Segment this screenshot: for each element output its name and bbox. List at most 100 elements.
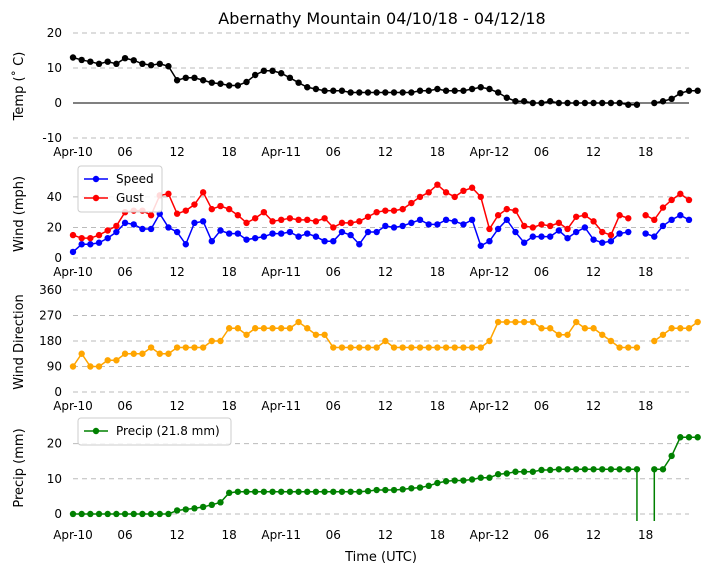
wind-y-tick-label: 0: [54, 251, 62, 265]
wind-gust-point: [191, 201, 198, 208]
temp-x-tick-label: Apr-11: [261, 145, 301, 159]
precip-precip-point: [390, 486, 398, 494]
wind-speed-point: [651, 233, 658, 240]
temp-temp-point: [286, 74, 294, 82]
wind-gust-point: [373, 208, 380, 216]
precip-precip-point: [460, 477, 467, 484]
precip-precip-point: [356, 488, 363, 495]
wind-x-tick-label: 12: [378, 265, 393, 279]
precip-precip-point: [208, 501, 216, 509]
precip-precip-point: [399, 486, 406, 493]
wind-speed-point: [538, 233, 545, 240]
precip-precip-point: [304, 488, 311, 495]
temp-temp-point: [156, 60, 163, 67]
x-axis-label: Time (UTC): [344, 550, 417, 565]
direction-direction-point: [538, 325, 545, 332]
wind-gust-point: [312, 218, 320, 225]
direction-panel: Wind Direction 0 90 180 270 360 Apr-10 06 12 18 A…: [12, 283, 701, 413]
wind-speed-point: [269, 230, 276, 237]
temp-temp-point: [260, 67, 268, 75]
wind-speed-point: [677, 212, 684, 219]
temp-temp-point: [512, 98, 519, 105]
wind-gust-point: [278, 216, 285, 224]
precip-precip-point: [434, 479, 441, 487]
wind-gust-point: [304, 216, 311, 224]
temp-temp-point: [434, 85, 441, 93]
wind-speed-point: [468, 216, 476, 224]
precip-legend-marker: [92, 427, 100, 435]
temp-temp-point: [425, 87, 432, 94]
wind-speed-point: [616, 230, 623, 237]
precip-precip-point: [78, 510, 85, 518]
wind-gust-point: [520, 222, 528, 230]
wind-legend: Speed Gust: [77, 165, 163, 213]
wind-gust-point: [217, 202, 224, 210]
direction-direction-point: [121, 350, 129, 357]
precip-precip-point: [451, 477, 458, 484]
wind-speed-point: [546, 233, 554, 240]
precip-x-tick-label: 18: [638, 528, 653, 542]
precip-precip-line: [73, 468, 637, 515]
wind-gust-point: [69, 231, 77, 239]
precip-precip-point: [347, 488, 354, 495]
temp-temp-point: [555, 99, 563, 107]
wind-x-tick-label: Apr-10: [53, 265, 93, 279]
wind-speed-point: [382, 222, 389, 230]
precip-x-tick-label: 12: [586, 528, 601, 542]
temp-temp-point: [165, 63, 172, 70]
wind-speed-point: [408, 219, 415, 227]
wind-gust-point: [408, 199, 415, 207]
precip-precip-point: [173, 507, 181, 514]
precip-x-tick-label: 12: [378, 528, 393, 542]
temp-x-tick-label: 12: [378, 145, 393, 159]
wind-speed-point: [364, 228, 372, 236]
temp-y-tick-label: -10: [42, 131, 62, 145]
wind-speed-point: [78, 241, 85, 248]
temp-temp-point: [651, 99, 658, 107]
wind-gust-point: [494, 212, 502, 219]
precip-precip-point: [130, 510, 137, 518]
precip-precip-point: [607, 466, 615, 473]
temp-temp-point: [416, 87, 424, 94]
temp-temp-point: [304, 84, 311, 91]
wind-speed-point: [173, 228, 181, 236]
direction-direction-point: [364, 344, 372, 351]
temp-temp-point: [677, 90, 684, 97]
wind-x-tick-label: 18: [222, 265, 237, 279]
temp-x-tick-label: 06: [117, 145, 132, 159]
direction-direction-point: [347, 344, 354, 351]
direction-direction-point: [373, 344, 380, 351]
wind-gust-point: [486, 225, 493, 233]
wind-gust-point: [95, 231, 103, 239]
temp-temp-point: [121, 55, 129, 62]
temp-temp-point: [234, 82, 242, 89]
wind-gust-point: [555, 219, 563, 227]
wind-speed-point: [520, 239, 528, 246]
wind-gust-point: [208, 205, 216, 213]
wind-gust-point: [677, 190, 684, 198]
precip-precip-point: [564, 466, 571, 473]
wind-gust-point: [321, 215, 328, 222]
precip-precip-point: [364, 487, 372, 495]
wind-gust-point: [625, 215, 632, 222]
precip-x-tick-label: 06: [534, 528, 549, 542]
direction-direction-point: [217, 337, 224, 345]
wind-gust-point: [364, 213, 372, 220]
temp-temp-point: [69, 54, 77, 61]
wind-speed-point: [95, 239, 103, 246]
wind-x-tick-label: 18: [638, 265, 653, 279]
wind-gust-point: [659, 204, 667, 211]
wind-gust-point: [251, 215, 259, 222]
temp-panel: Temp (˚ C) -10 0 10 20 Apr-10 06 12 18 Apr-11 06 1…: [11, 26, 701, 159]
temp-temp-point: [581, 99, 589, 107]
wind-gust-point: [399, 205, 406, 213]
direction-direction-point: [304, 325, 311, 332]
wind-gust-point: [182, 207, 189, 214]
wind-speed-point: [234, 230, 242, 237]
temp-temp-point: [685, 87, 693, 94]
direction-y-axis-label: Wind Direction: [12, 294, 27, 390]
wind-gust-point: [668, 196, 675, 204]
direction-direction-point: [546, 325, 554, 332]
direction-direction-point: [512, 318, 519, 326]
